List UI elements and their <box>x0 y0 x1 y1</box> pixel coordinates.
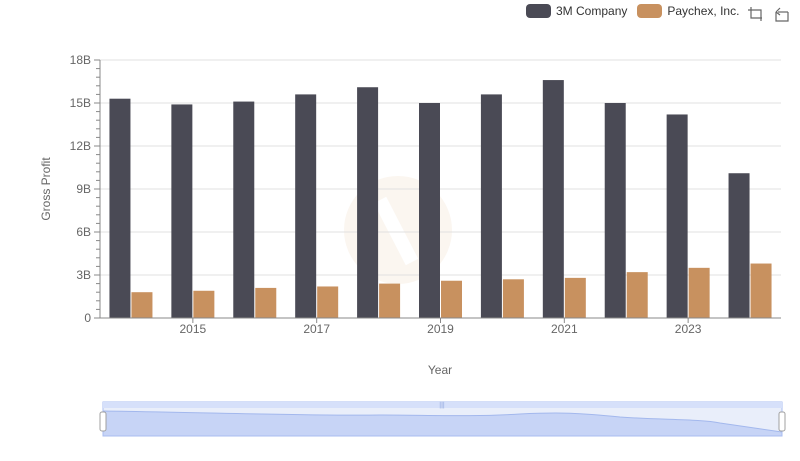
y-tick-label: 15B <box>70 96 91 110</box>
datazoom-top-bar <box>103 402 782 408</box>
zoom-crosshair-icon[interactable] <box>746 5 764 23</box>
legend-swatch-paychex <box>637 4 663 18</box>
bar-paychex-2021[interactable] <box>564 277 586 318</box>
bar-paychex-2023[interactable] <box>688 267 710 318</box>
legend-label-paychex: Paychex, Inc. <box>667 4 740 18</box>
restore-icon[interactable] <box>773 5 791 23</box>
datazoom-grip-icon[interactable]: ||| <box>439 402 445 409</box>
datazoom-slider[interactable]: ||| <box>99 401 786 437</box>
bar-paychex-2024[interactable] <box>750 263 772 318</box>
bar-paychex-2016[interactable] <box>255 287 277 318</box>
bar-3m-2015[interactable] <box>171 104 193 318</box>
y-tick-label: 3B <box>76 268 91 282</box>
bar-3m-2016[interactable] <box>233 101 255 318</box>
toolbox <box>746 5 791 23</box>
datazoom-handle-right[interactable] <box>778 411 786 432</box>
legend-swatch-3m <box>526 4 551 18</box>
y-tick-label: 12B <box>70 139 91 153</box>
bar-3m-2017[interactable] <box>295 94 317 319</box>
y-axis-title: Gross Profit <box>39 157 53 221</box>
bar-paychex-2015[interactable] <box>193 290 215 318</box>
datazoom-handle-left[interactable] <box>99 411 107 432</box>
x-tick-label: 2017 <box>303 322 330 336</box>
legend: 3M Company Paychex, Inc. <box>526 4 739 18</box>
x-tick-label: 2021 <box>551 322 578 336</box>
bar-3m-2020[interactable] <box>480 94 502 319</box>
datazoom-preview-area <box>102 410 783 437</box>
bar-paychex-2017[interactable] <box>317 286 339 318</box>
y-tick-label: 0 <box>84 311 91 325</box>
y-tick-label: 6B <box>76 225 91 239</box>
x-tick-label: 2023 <box>675 322 702 336</box>
bar-paychex-2022[interactable] <box>626 272 648 318</box>
y-tick-label: 18B <box>70 53 91 67</box>
x-tick-label: 2015 <box>180 322 207 336</box>
y-tick-label: 9B <box>76 182 91 196</box>
bar-paychex-2018[interactable] <box>379 283 401 318</box>
bar-paychex-2014[interactable] <box>131 292 153 318</box>
bar-3m-2021[interactable] <box>542 80 564 318</box>
x-axis: 2015 2017 2019 2021 2023 <box>100 317 781 336</box>
bar-3m-2023[interactable] <box>666 114 688 318</box>
bars-group <box>109 80 772 319</box>
y-axis-ticks: 0 3B 6B 9B 12B 15B 18B <box>70 53 101 325</box>
legend-label-3m: 3M Company <box>556 4 628 18</box>
x-axis-title: Year <box>428 363 452 377</box>
bar-3m-2019[interactable] <box>419 103 440 318</box>
bar-3m-2018[interactable] <box>357 87 379 318</box>
legend-item-paychex[interactable]: Paychex, Inc. <box>637 4 739 18</box>
bar-3m-2022[interactable] <box>604 103 626 318</box>
x-tick-label: 2019 <box>427 322 454 336</box>
bar-3m-2014[interactable] <box>109 98 131 318</box>
bar-3m-2024[interactable] <box>728 173 750 318</box>
legend-item-3m[interactable]: 3M Company <box>526 4 627 18</box>
bar-paychex-2020[interactable] <box>502 279 524 318</box>
bar-paychex-2019[interactable] <box>441 280 462 318</box>
